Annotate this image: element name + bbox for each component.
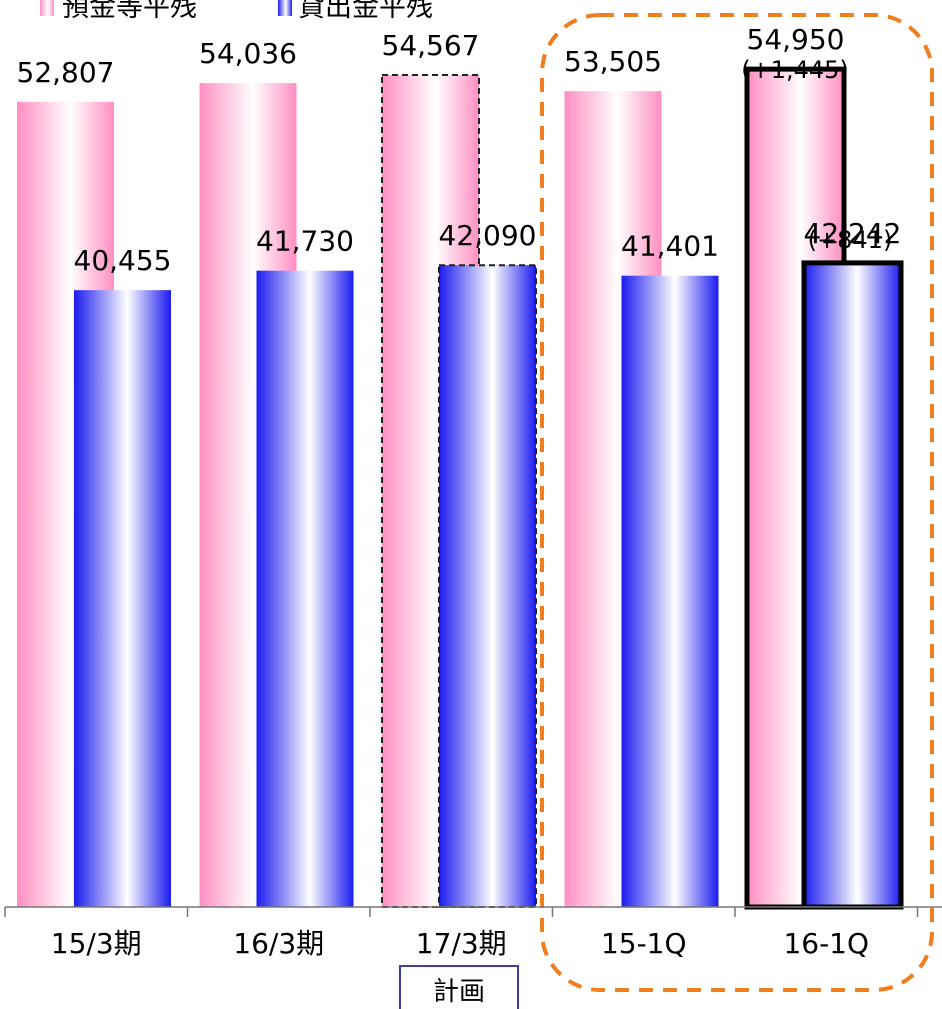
category-label-1: 15/3期: [51, 927, 142, 960]
bar-loans-5: [801, 260, 904, 910]
bars-layer: [17, 66, 904, 910]
value-label-loans-4: 41,401: [621, 230, 719, 263]
plan-box: [399, 965, 519, 1009]
bar-labels-layer: 52,807 40,455 54,036 41,730 54,567 42,090 53,5…: [17, 23, 902, 277]
value-label-loans-3: 42,090: [439, 219, 537, 252]
value-label-deposits-1: 52,807: [17, 56, 115, 89]
category-label-2: 16/3期: [233, 927, 324, 960]
loan-change-annotation: (+841): [808, 226, 893, 254]
value-label-deposits-3: 54,567: [382, 29, 480, 62]
value-label-deposits-5: 54,950: [747, 23, 845, 56]
plan-label: 計画: [433, 977, 485, 1007]
category-label-3: 17/3期: [416, 927, 507, 960]
legend-swatch-loans: [278, 0, 292, 16]
deposit-change-annotation: (+1,445): [741, 56, 849, 84]
value-label-loans-2: 41,730: [256, 225, 354, 258]
highlight-frame: [540, 13, 934, 992]
bar-loans-2: [256, 270, 354, 907]
category-label-4: 15-1Q: [601, 927, 687, 960]
value-label-loans-1: 40,455: [74, 244, 172, 277]
value-label-deposits-4: 53,505: [564, 45, 662, 78]
legend-swatch-deposits: [40, 0, 54, 16]
bar-loans-4: [621, 275, 719, 907]
bar-loans-1: [74, 290, 171, 907]
legend-label-loans: 貸出金平残: [298, 0, 433, 23]
category-label-5: 16-1Q: [783, 927, 869, 960]
x-axis-labels: 15/3期 16/3期 17/3期 15-1Q 16-1Q: [51, 927, 869, 960]
value-label-deposits-2: 54,036: [199, 37, 297, 70]
legend-label-deposits: 預金等平残: [62, 0, 197, 23]
value-label-loans-5: 42,242: [804, 217, 902, 250]
legend: 預金等平残 貸出金平残: [40, 0, 433, 23]
x-axis-ticks: [4, 907, 919, 917]
bar-loans-3: [438, 264, 537, 909]
